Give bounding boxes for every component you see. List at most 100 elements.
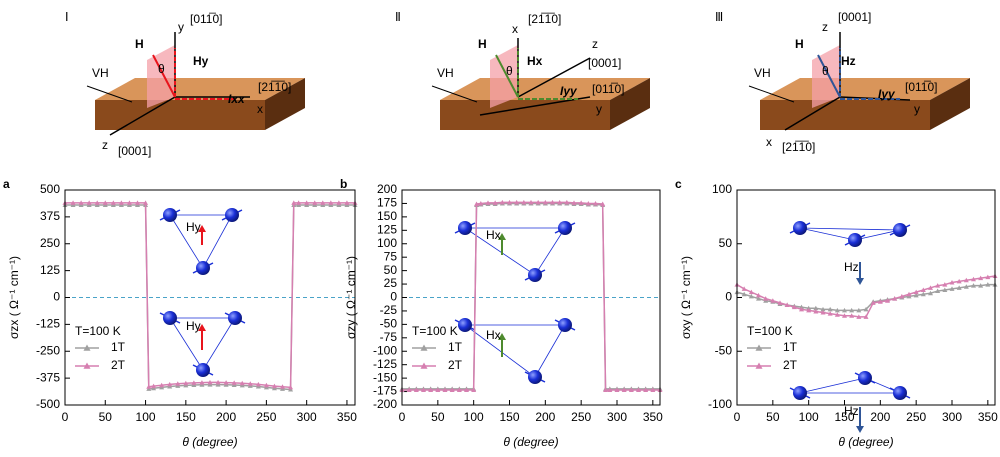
box-front	[760, 100, 930, 130]
field-arrowhead	[198, 225, 206, 232]
y-tick-label: 125	[377, 222, 397, 236]
axis-name: x	[512, 22, 518, 36]
axis-direction: [011̅0]	[190, 12, 222, 26]
y-tick-label: 375	[40, 209, 60, 223]
data-point	[94, 200, 100, 205]
annotation: Hy	[186, 319, 201, 333]
diagram-numeral: Ⅰ	[65, 10, 69, 24]
data-point	[942, 287, 948, 292]
data-point	[143, 200, 149, 205]
atom	[163, 311, 177, 325]
component-label: Hy	[193, 54, 209, 68]
data-point	[191, 380, 197, 385]
field-arrowhead	[498, 333, 506, 340]
x-tick-label: 250	[571, 410, 591, 424]
atom	[196, 261, 210, 275]
legend-marker	[83, 344, 91, 351]
hall-label: VH	[92, 66, 109, 80]
axis-line	[784, 96, 841, 131]
series-line	[402, 202, 660, 390]
field-plane	[147, 45, 175, 108]
data-point	[885, 298, 890, 303]
y-tick-label: -100	[708, 397, 732, 411]
x-tick-label: 250	[906, 410, 926, 424]
data-point	[949, 279, 955, 285]
y-tick-label: -250	[36, 343, 60, 357]
data-point	[183, 380, 189, 386]
data-point	[296, 200, 302, 205]
x-tick-label: 100	[799, 410, 819, 424]
x-tick-label: 100	[136, 410, 156, 424]
atom	[163, 208, 177, 222]
x-axis-label: θ (degree)	[503, 435, 558, 449]
atom	[793, 221, 807, 235]
inset-triangle	[463, 227, 566, 276]
diagram-numeral: Ⅱ	[395, 10, 401, 24]
data-point	[247, 381, 253, 386]
data-point	[70, 200, 76, 205]
panel-label: a	[3, 177, 10, 191]
field-plane	[490, 45, 518, 108]
note: T=100 K	[412, 324, 458, 338]
data-point	[159, 382, 165, 388]
data-point	[813, 305, 819, 311]
annotation: Hz	[844, 404, 859, 418]
data-point	[428, 387, 434, 392]
y-tick-label: -25	[380, 303, 398, 317]
y-tick-label: -200	[373, 397, 397, 411]
atom	[893, 223, 907, 237]
legend-label: 2T	[783, 358, 798, 372]
data-point	[621, 387, 627, 392]
data-point	[827, 306, 833, 312]
data-point	[985, 282, 991, 287]
y-tick-label: -75	[380, 330, 398, 344]
axis-direction: [0001]	[838, 10, 871, 24]
inset-triangle	[169, 317, 236, 371]
data-point	[748, 289, 754, 295]
data-point	[799, 306, 804, 312]
data-point	[777, 300, 783, 305]
y-tick-label: -100	[373, 343, 397, 357]
atom	[225, 208, 239, 222]
data-point	[985, 274, 991, 280]
component-label: Hz	[841, 54, 856, 68]
legend-label: 2T	[111, 358, 126, 372]
diagram-numeral: Ⅲ	[715, 10, 723, 24]
data-point	[870, 300, 876, 305]
hall-arrow	[86, 85, 133, 103]
panel-label: b	[340, 177, 347, 191]
data-point	[600, 201, 606, 206]
inset-triangle	[799, 377, 901, 394]
atom	[528, 268, 542, 282]
current-label: Iyy	[878, 87, 896, 101]
data-point	[118, 200, 124, 205]
data-point	[928, 285, 933, 290]
data-point	[849, 307, 855, 313]
inset-triangle	[463, 324, 566, 378]
current-label: Iyy	[560, 84, 578, 98]
data-point	[550, 199, 555, 205]
legend-label: 2T	[448, 358, 463, 372]
data-point	[320, 200, 326, 205]
data-point	[528, 199, 534, 205]
inset-triangle	[799, 227, 901, 241]
atom	[848, 233, 862, 247]
axis-line	[109, 96, 176, 136]
data-point	[614, 387, 620, 392]
data-point	[834, 307, 840, 313]
annotation: Hx	[486, 328, 501, 342]
data-point	[521, 199, 527, 205]
data-point	[207, 379, 213, 385]
legend-label: 1T	[111, 340, 126, 354]
data-point	[328, 200, 334, 205]
data-point	[514, 199, 520, 205]
axis-name: z	[102, 138, 108, 152]
y-tick-label: -375	[36, 370, 60, 384]
y-tick-label: -150	[373, 370, 397, 384]
y-tick-label: 0	[390, 290, 397, 304]
atom	[228, 311, 242, 325]
data-point	[167, 381, 173, 387]
data-point	[478, 200, 484, 206]
data-point	[856, 314, 862, 319]
y-tick-label: 125	[40, 263, 60, 277]
